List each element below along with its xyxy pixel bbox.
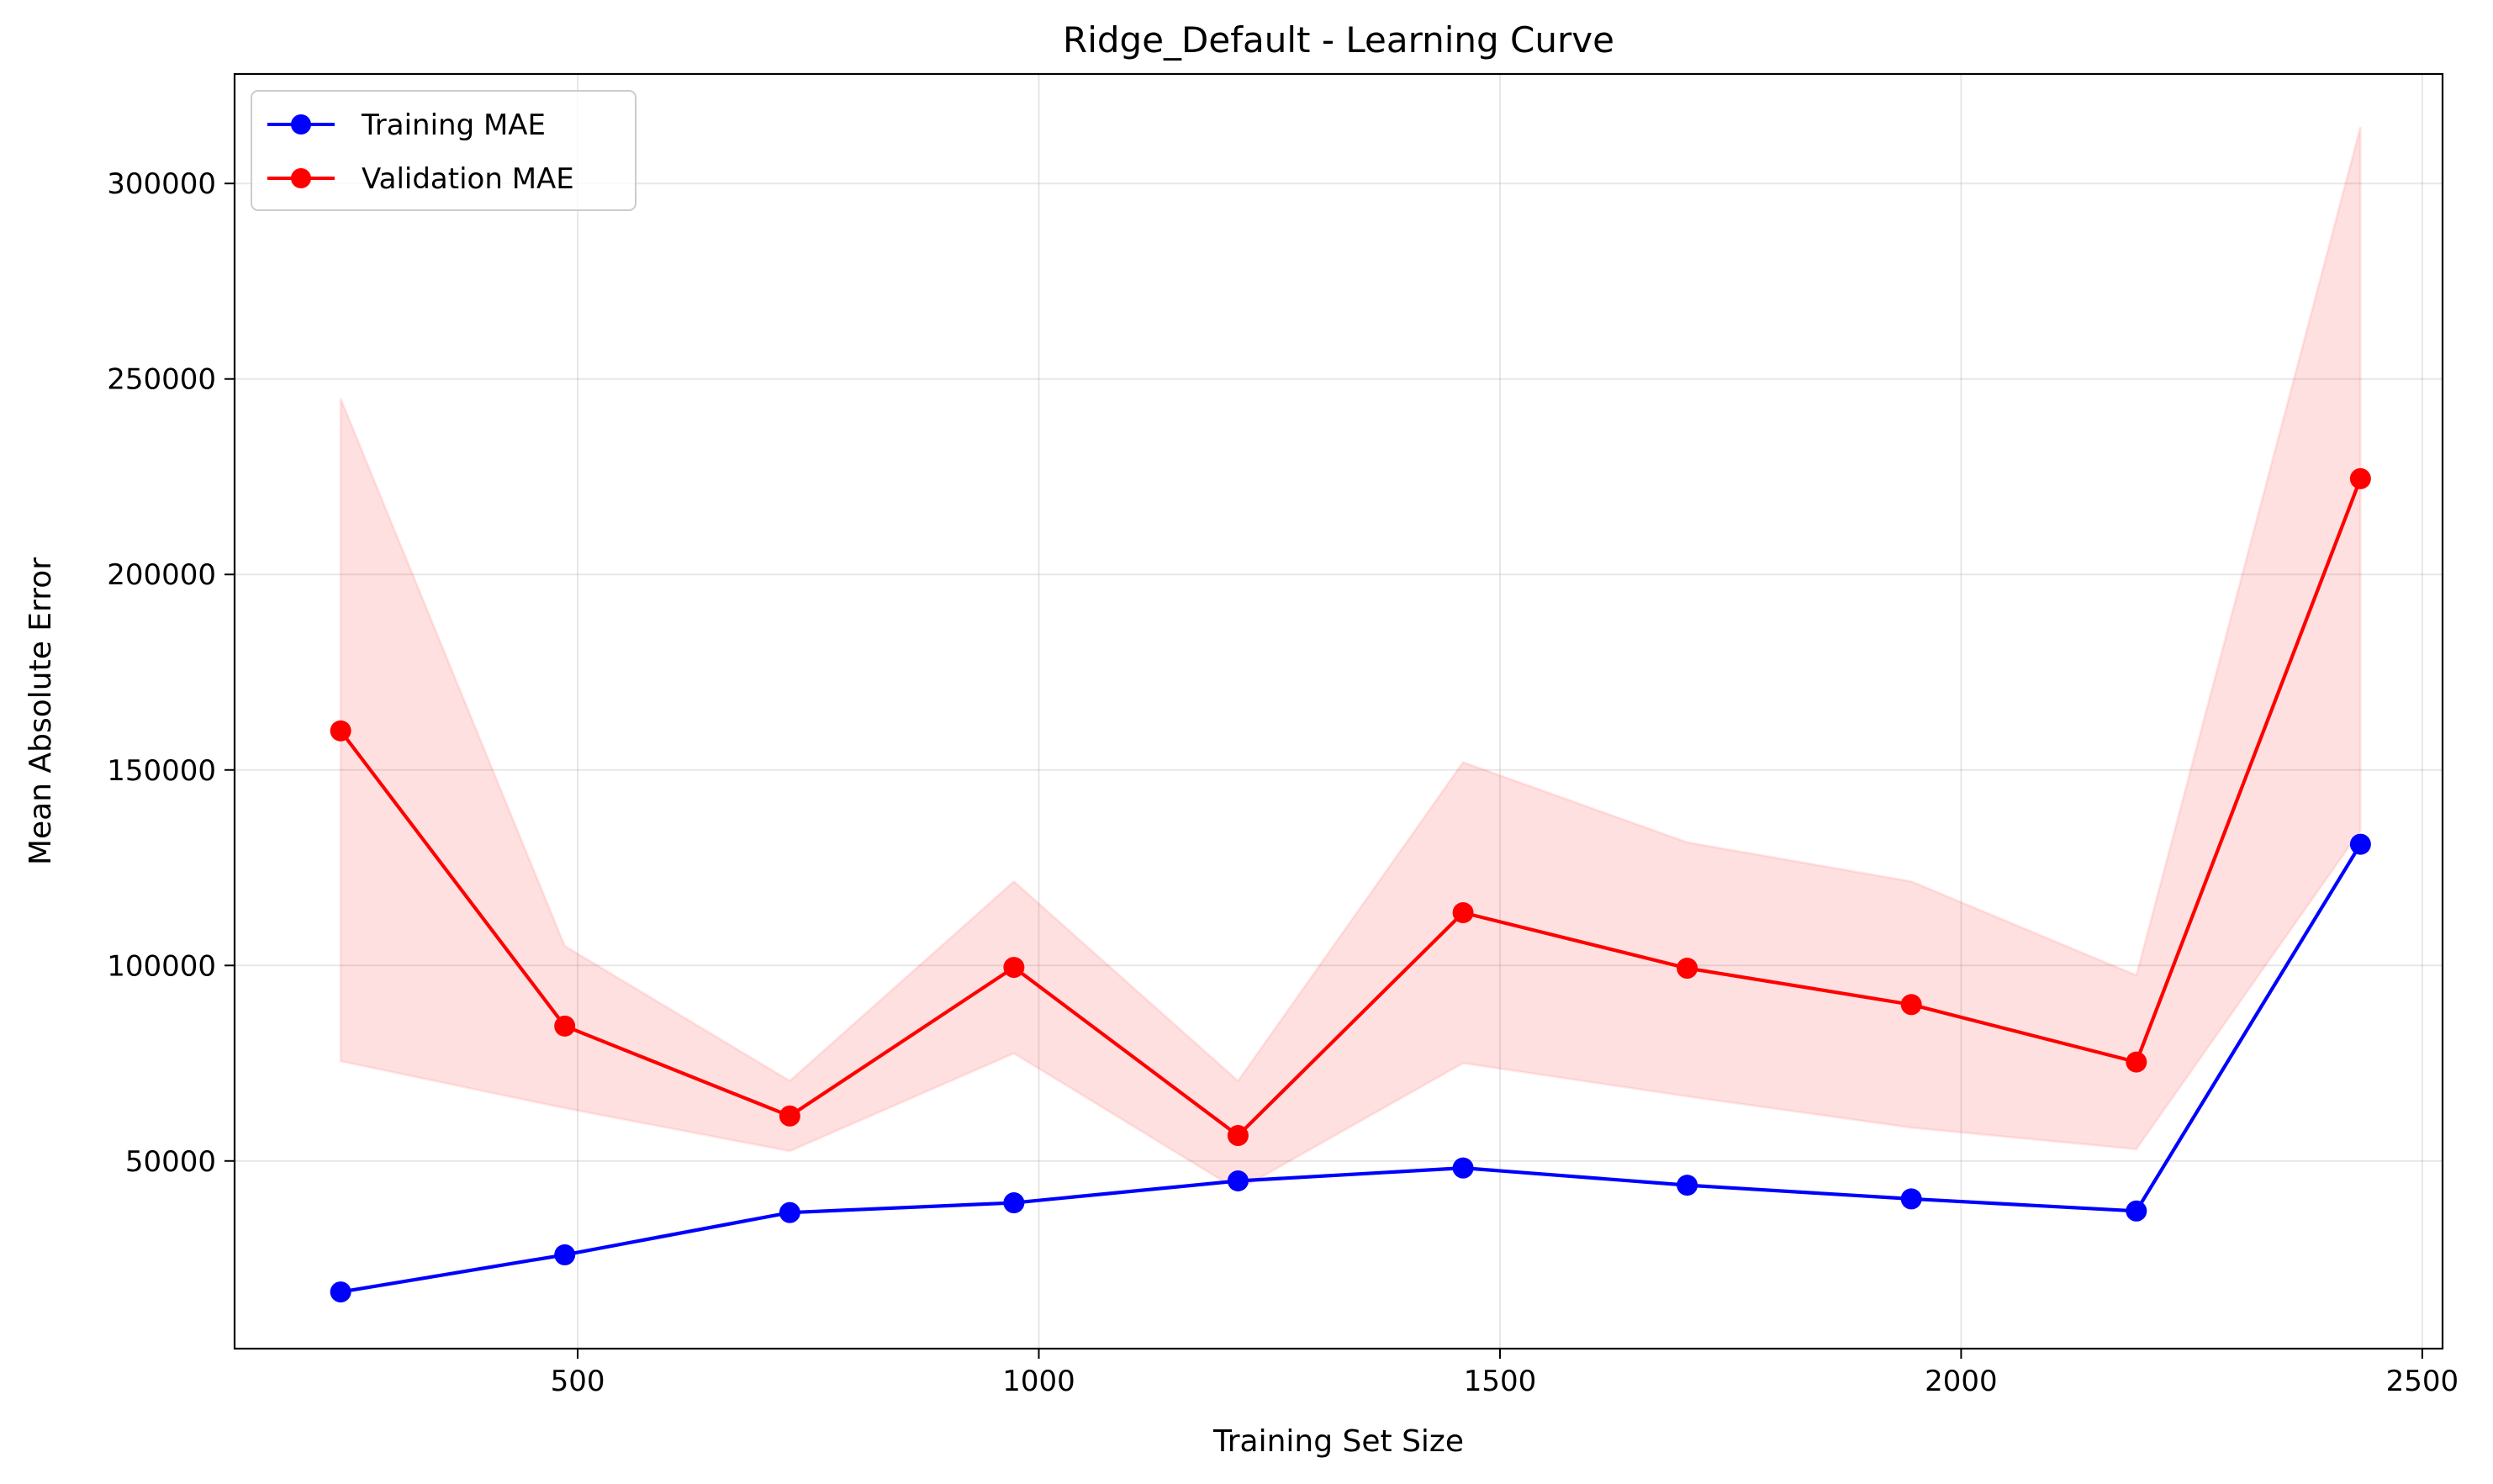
x-axis-label: Training Set Size <box>1212 1424 1464 1459</box>
legend-marker-training <box>291 114 311 135</box>
legend: Training MAE Validation MAE <box>251 90 636 211</box>
grid <box>235 74 2443 1349</box>
confidence-bands <box>339 126 2362 1192</box>
y-tick-label: 300000 <box>107 167 216 201</box>
y-tick-label: 50000 <box>125 1145 216 1179</box>
series-0-line <box>339 842 2363 1294</box>
x-tick-label: 1500 <box>1464 1365 1537 1398</box>
chart-title: Ridge_Default - Learning Curve <box>1063 19 1614 61</box>
legend-box <box>251 90 636 211</box>
y-tick-label: 100000 <box>107 949 216 983</box>
series-1-point <box>2126 1051 2147 1073</box>
x-tick-label: 1000 <box>1002 1365 1075 1398</box>
series-0-point <box>1677 1175 1698 1196</box>
x-tick-label: 500 <box>551 1365 605 1398</box>
series-1-line <box>339 477 2363 1138</box>
series-1-point <box>554 1015 576 1037</box>
series-1-point <box>2349 467 2371 489</box>
series-1-point <box>1227 1125 1249 1147</box>
series-lines <box>330 467 2371 1303</box>
x-tick-label: 2500 <box>2386 1365 2459 1398</box>
legend-label-training: Training MAE <box>361 108 546 142</box>
series-0-point <box>330 1281 351 1303</box>
y-tick-label: 150000 <box>107 754 216 788</box>
series-1-point <box>1003 957 1025 979</box>
x-tick-label: 2000 <box>1925 1365 1998 1398</box>
series-0-point <box>1452 1157 1474 1179</box>
series-1-point <box>779 1105 800 1127</box>
series-1-point <box>1452 901 1474 923</box>
y-axis-label: Mean Absolute Error <box>24 557 58 865</box>
legend-label-validation: Validation MAE <box>362 162 574 196</box>
series-0-point <box>1900 1188 1922 1210</box>
legend-marker-validation <box>291 168 311 188</box>
plot-area-frame <box>233 72 2444 1350</box>
y-tick-label: 200000 <box>107 558 216 592</box>
series-1-point <box>1900 994 1922 1016</box>
axis-ticks: 500 1000 1500 2000 2500 50000 100000 150000 2000… <box>107 167 2459 1398</box>
series-0-point <box>554 1244 576 1265</box>
series-0-point <box>1003 1192 1025 1214</box>
series-0-point <box>1227 1170 1249 1192</box>
series-1-point <box>330 720 351 742</box>
series-1-confidence-band <box>339 126 2362 1192</box>
series-0-point <box>779 1201 800 1223</box>
series-1-point <box>1677 958 1698 980</box>
y-tick-label: 250000 <box>107 363 216 397</box>
series-0-point <box>2126 1200 2147 1222</box>
series-0-point <box>2349 833 2371 855</box>
